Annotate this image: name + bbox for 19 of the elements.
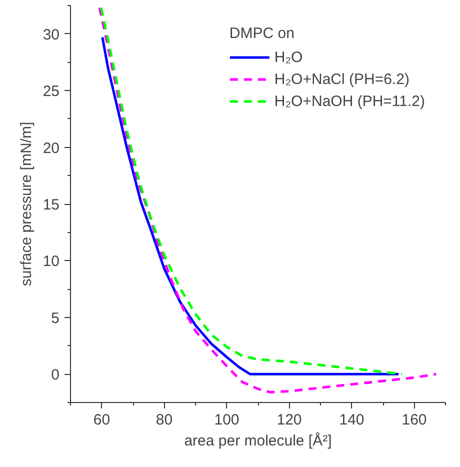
legend-label: H₂O bbox=[274, 48, 303, 66]
x-tick-label: 80 bbox=[156, 412, 173, 428]
y-tick-label: 10 bbox=[42, 253, 60, 270]
y-tick-label: 5 bbox=[51, 310, 60, 327]
x-axis-title: area per molecule [Å²] bbox=[184, 432, 332, 450]
y-tick-label: 25 bbox=[42, 83, 60, 100]
x-tick-label: 120 bbox=[276, 412, 302, 428]
y-tick-label: 20 bbox=[42, 140, 60, 157]
y-tick-label: 15 bbox=[42, 196, 60, 214]
x-tick-label: 60 bbox=[93, 412, 110, 428]
y-tick-label: 30 bbox=[42, 26, 60, 44]
legend-title: DMPC on bbox=[229, 25, 296, 42]
x-tick-label: 100 bbox=[214, 412, 240, 428]
y-axis-title: surface pressure [mN/m] bbox=[18, 122, 35, 286]
y-tick-label: 0 bbox=[51, 366, 60, 384]
x-tick-label: 160 bbox=[402, 412, 427, 428]
legend-label: H₂O+NaCl (PH=6.2) bbox=[274, 70, 410, 88]
x-tick-label: 140 bbox=[339, 412, 364, 428]
legend-label: H₂O+NaOH (PH=11.2) bbox=[274, 92, 425, 110]
